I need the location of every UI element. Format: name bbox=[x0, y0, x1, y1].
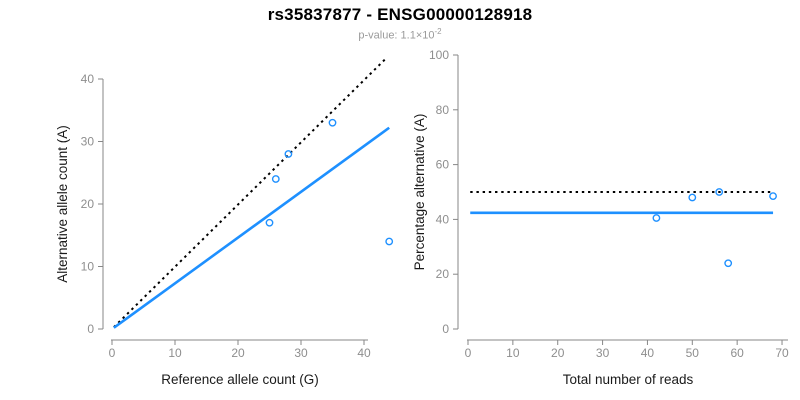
x-tick-label: 20 bbox=[231, 346, 245, 360]
plot-subtitle: p-value: 1.1×10-2 bbox=[0, 27, 800, 42]
data-point bbox=[328, 118, 337, 127]
plot-title: rs35837877 - ENSG00000128918 bbox=[267, 5, 533, 24]
x-tick-label: 70 bbox=[775, 346, 789, 360]
y-tick-label: 10 bbox=[81, 260, 95, 274]
data-point bbox=[265, 218, 274, 227]
subtitle-exponent: -2 bbox=[434, 27, 442, 36]
x-tick-label: 0 bbox=[465, 346, 472, 360]
y-tick-label: 0 bbox=[87, 322, 94, 336]
data-point bbox=[385, 237, 394, 246]
x-tick-label: 0 bbox=[109, 346, 116, 360]
x-tick-label: 40 bbox=[357, 346, 371, 360]
data-point bbox=[724, 259, 733, 268]
x-tick-label: 30 bbox=[596, 346, 610, 360]
plot-header: rs35837877 - ENSG00000128918 p-value: 1.… bbox=[0, 0, 800, 42]
data-point bbox=[284, 150, 293, 158]
x-tick-label: 50 bbox=[686, 346, 700, 360]
data-point bbox=[271, 175, 280, 183]
data-point bbox=[652, 214, 661, 222]
y-tick-label: 20 bbox=[81, 197, 95, 211]
y-tick-label: 0 bbox=[442, 322, 449, 336]
y-axis-title: Alternative allele count (A) bbox=[55, 125, 70, 283]
y-tick-label: 80 bbox=[436, 103, 450, 117]
subtitle-text: p-value: 1.1×10 bbox=[358, 29, 435, 42]
x-tick-label: 40 bbox=[641, 346, 655, 360]
x-axis-title: Reference allele count (G) bbox=[161, 372, 319, 387]
allele-counts-plot: 0 10 20 30 40 0 10 20 30 40 Reference allele count… bbox=[55, 56, 394, 387]
regression-line bbox=[113, 126, 390, 329]
y-tick-label: 60 bbox=[436, 158, 450, 172]
x-axis-title: Total number of reads bbox=[563, 372, 694, 387]
y-tick-label: 40 bbox=[81, 72, 95, 86]
y-tick-label: 100 bbox=[429, 48, 449, 62]
y-tick-label: 30 bbox=[81, 135, 95, 149]
y-axis-title: Percentage alternative (A) bbox=[412, 114, 427, 271]
x-tick-label: 30 bbox=[294, 346, 308, 360]
y-tick-label: 40 bbox=[436, 212, 450, 226]
x-tick-label: 10 bbox=[506, 346, 520, 360]
x-tick-label: 20 bbox=[551, 346, 565, 360]
data-point bbox=[769, 192, 777, 201]
data-point bbox=[688, 193, 697, 202]
x-tick-label: 60 bbox=[730, 346, 744, 360]
data-point bbox=[715, 188, 724, 196]
y-tick-label: 20 bbox=[436, 267, 450, 281]
percentage-alternative-plot: 0 10 20 30 40 50 60 70 0 20 40 60 80 100 Total number … bbox=[412, 48, 789, 387]
identity-line bbox=[113, 56, 389, 328]
x-tick-label: 10 bbox=[168, 346, 182, 360]
